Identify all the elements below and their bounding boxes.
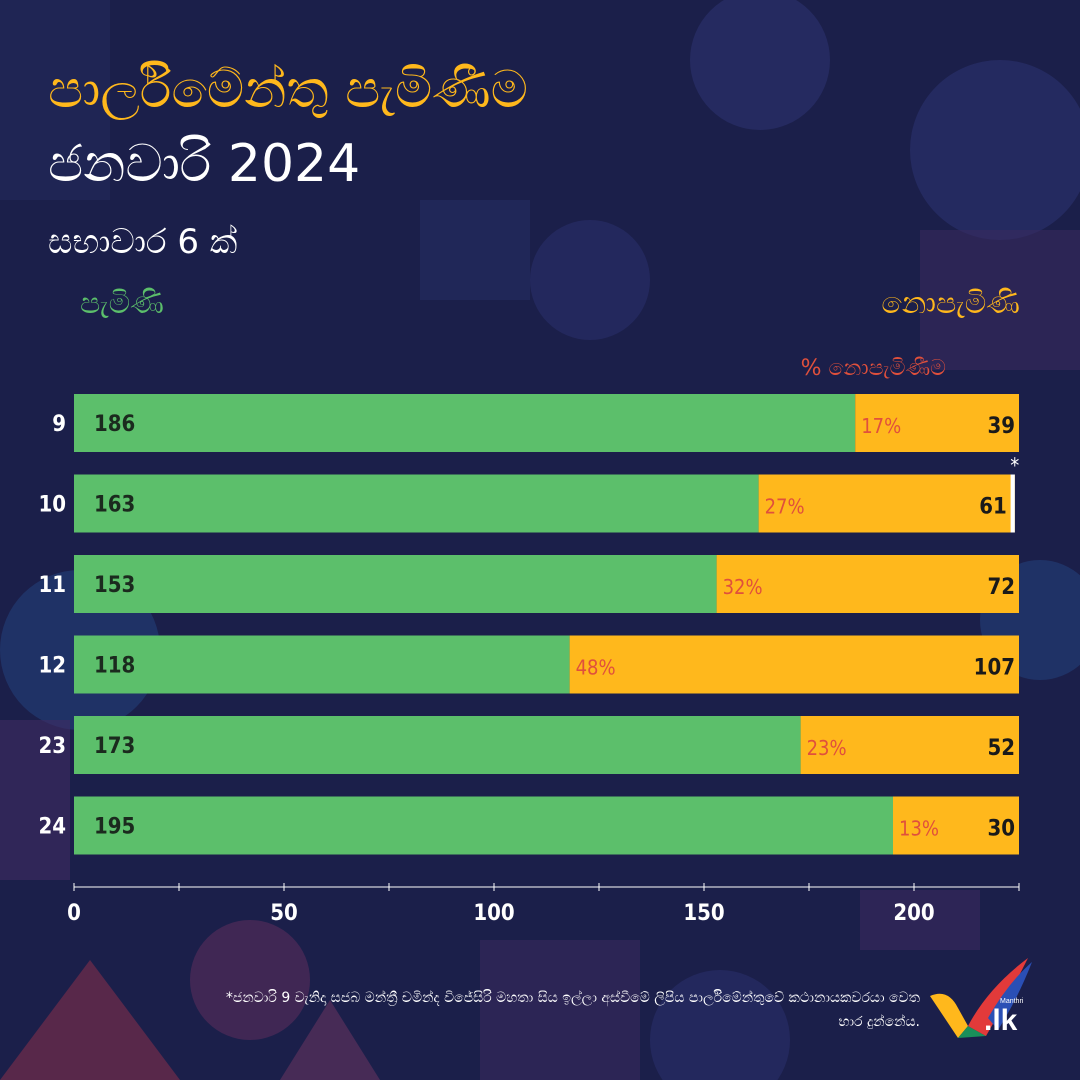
absent-percent-label: 23%: [807, 736, 847, 760]
footnote: *ජනවාරි 9 වැනිදා සජබ මන්ත්‍රී චමින්ද විජ…: [225, 990, 920, 1030]
absent-percent-label: 17%: [861, 414, 901, 438]
x-tick-label: 0: [67, 901, 81, 926]
present-value-label: 173: [94, 734, 135, 759]
x-tick-label: 150: [683, 901, 724, 926]
manthri-logo-icon: [930, 958, 1032, 1038]
bar-marker: [1010, 474, 1015, 533]
category-label: 12: [38, 654, 66, 679]
chart-title: පාර්ලිමේන්තු පැමිණීම: [48, 60, 529, 120]
logo-text: .lk: [984, 1004, 1018, 1037]
bar-present: [74, 796, 893, 855]
bar-absent: [893, 796, 1019, 855]
bar-absent: [569, 635, 1019, 694]
present-value-label: 186: [94, 412, 135, 437]
absent-value-label: 30: [987, 817, 1015, 842]
percent-absent-header: % නොපැමිණීම: [800, 356, 946, 381]
chart-title-date: ජනවාරි 2024: [48, 134, 361, 194]
absent-value-label: 61: [979, 495, 1007, 520]
legend-present: පැමිණි: [80, 286, 164, 321]
bar-present: [74, 555, 717, 613]
category-label: 10: [38, 493, 66, 518]
category-label: 9: [52, 412, 66, 437]
logo-small-text: Manthri: [1000, 998, 1024, 1005]
chart-subtitle: සභාවාර 6 ක්: [48, 222, 238, 262]
absent-percent-label: 13%: [899, 817, 939, 841]
x-tick-label: 100: [473, 901, 514, 926]
present-value-label: 195: [94, 815, 135, 840]
bar-absent: [758, 474, 1015, 533]
category-label: 24: [38, 815, 66, 840]
absent-value-label: 72: [987, 575, 1015, 600]
present-value-label: 153: [94, 573, 135, 598]
bar-present: [74, 474, 759, 533]
absent-percent-label: 48%: [576, 656, 616, 680]
marker-label: *: [1010, 454, 1019, 478]
category-label: 23: [38, 734, 66, 759]
bar-present: [74, 716, 801, 774]
absent-value-label: 39: [987, 414, 1015, 439]
absent-value-label: 107: [974, 656, 1015, 681]
category-label: 11: [38, 573, 66, 598]
legend-absent: නොපැමිණි: [881, 286, 1020, 321]
x-tick-label: 200: [893, 901, 934, 926]
absent-percent-label: 32%: [723, 575, 763, 599]
present-value-label: 163: [94, 493, 135, 518]
bar-absent: [800, 716, 1019, 774]
bar-absent: [716, 555, 1019, 613]
present-value-label: 118: [94, 654, 135, 679]
bar-present: [74, 394, 856, 452]
bar-absent: [855, 394, 1019, 452]
bar-present: [74, 635, 570, 694]
x-tick-label: 50: [270, 901, 298, 926]
absent-percent-label: 27%: [765, 495, 805, 519]
absent-value-label: 52: [987, 736, 1015, 761]
